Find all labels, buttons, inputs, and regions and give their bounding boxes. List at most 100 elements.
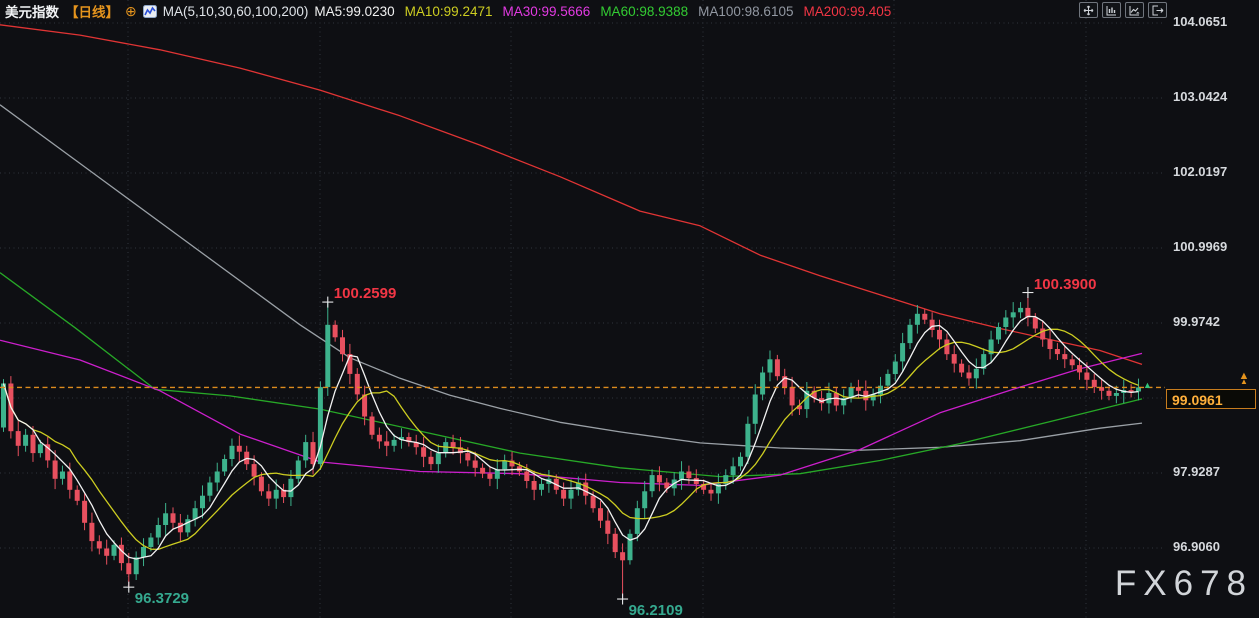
candle [841, 389, 847, 415]
candle [236, 435, 242, 462]
candle [222, 454, 228, 476]
candle [575, 476, 581, 496]
candle [214, 462, 220, 492]
candle [730, 457, 736, 484]
candle [649, 469, 655, 498]
candle [833, 387, 839, 412]
extreme-price-annotation: 96.2109 [628, 602, 683, 618]
candle [82, 493, 88, 531]
candle [60, 465, 65, 485]
candle [185, 514, 191, 537]
candle [23, 428, 29, 452]
candle [399, 428, 404, 449]
candle [494, 459, 500, 490]
candle [111, 540, 117, 561]
exit-fullscreen-icon[interactable] [1148, 2, 1167, 18]
candle [664, 478, 670, 493]
y-axis-label: 97.9287 [1173, 464, 1220, 479]
candle [1077, 357, 1082, 380]
candle [133, 551, 139, 580]
candle [118, 537, 124, 571]
y-axis-label: 102.0197 [1173, 164, 1228, 179]
ma30-line [0, 339, 1143, 487]
candle [1062, 345, 1068, 369]
candle [944, 333, 950, 360]
candle [362, 385, 368, 426]
candle [620, 543, 626, 599]
ma5-line [2, 315, 1139, 560]
candle [37, 439, 43, 458]
candle [502, 454, 508, 476]
candle [988, 330, 994, 363]
candle [45, 437, 51, 468]
ma-value-ma200: MA200:99.405 [803, 3, 892, 19]
candle [701, 479, 707, 495]
candle [907, 318, 913, 349]
candle [870, 388, 876, 407]
candle [782, 368, 788, 395]
candle [369, 412, 375, 440]
candle [288, 470, 294, 506]
candle [281, 483, 287, 503]
candle [1003, 310, 1009, 335]
indicator-chart-icon[interactable] [142, 4, 157, 18]
candle [531, 470, 537, 501]
candle [200, 485, 205, 519]
chart-header: 美元指数 【日线】 ⊕ MA(5,10,30,60,100,200) MA5:9… [5, 2, 901, 21]
candle [325, 302, 331, 396]
candle [686, 465, 692, 484]
candle [406, 432, 412, 447]
candle [52, 450, 58, 490]
candle [656, 466, 662, 492]
watermark: FX678 [1114, 564, 1253, 603]
current-price-value: 99.0961 [1172, 392, 1223, 408]
candle [966, 365, 972, 386]
candle [1018, 302, 1024, 319]
candle [959, 359, 965, 377]
candle [332, 320, 338, 342]
pan-icon[interactable] [1079, 2, 1098, 18]
circle-plus-icon[interactable]: ⊕ [125, 3, 137, 19]
candle [295, 456, 301, 484]
candle [340, 329, 345, 362]
candle [303, 434, 309, 468]
candle [472, 451, 478, 477]
candle [347, 343, 353, 385]
y-axis-label: 100.9969 [1173, 239, 1228, 254]
line-panel-icon[interactable] [1125, 2, 1144, 18]
candle [229, 438, 235, 467]
ma-value-ma60: MA60:98.9388 [600, 3, 689, 19]
ma10-line [2, 328, 1139, 551]
candle [391, 434, 397, 452]
candle [15, 420, 21, 457]
candle [96, 535, 102, 555]
candle [487, 466, 493, 487]
candle [863, 380, 869, 411]
candle [583, 473, 589, 505]
candle [892, 354, 898, 382]
candle [480, 463, 486, 479]
candle [539, 478, 544, 496]
candle [723, 469, 729, 490]
ma-value-ma100: MA100:98.6105 [698, 3, 794, 19]
candle [258, 472, 264, 496]
extreme-price-annotation: 100.3900 [1033, 275, 1097, 293]
candle [126, 552, 132, 588]
candle [642, 481, 648, 519]
symbol-title: 美元指数 [5, 5, 59, 20]
candle [996, 322, 1001, 344]
price-up-arrow-icon: ▲ ▲ [1238, 370, 1250, 386]
indicator-panel-icon[interactable] [1102, 2, 1121, 18]
ma-value-ma5: MA5:99.0230 [314, 3, 395, 19]
y-axis-label: 96.9060 [1173, 539, 1220, 554]
candle [914, 305, 920, 334]
y-axis-label: 99.9742 [1173, 314, 1220, 329]
candle [450, 434, 456, 455]
candle [789, 376, 795, 416]
candle [627, 529, 633, 565]
candle [317, 381, 323, 470]
y-axis-label: 104.0651 [1173, 14, 1228, 29]
candle [708, 482, 714, 501]
candle [900, 332, 906, 372]
